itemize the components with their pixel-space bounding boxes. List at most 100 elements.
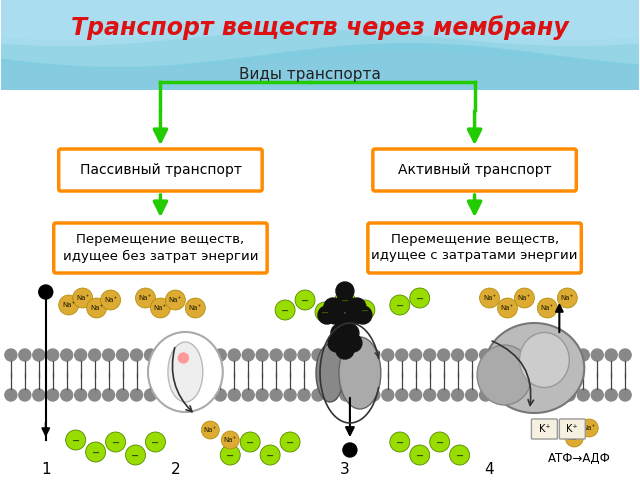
Circle shape (200, 349, 212, 361)
Circle shape (619, 389, 631, 401)
Ellipse shape (477, 345, 532, 405)
Circle shape (515, 288, 534, 308)
Circle shape (336, 294, 354, 312)
Circle shape (214, 389, 227, 401)
Circle shape (66, 430, 86, 450)
Circle shape (75, 349, 86, 361)
Text: −: − (396, 438, 404, 448)
Circle shape (284, 349, 296, 361)
Circle shape (326, 389, 338, 401)
Circle shape (145, 389, 156, 401)
Circle shape (335, 290, 355, 310)
Text: −: − (301, 296, 309, 306)
Text: Na⁺: Na⁺ (582, 425, 596, 431)
Circle shape (331, 324, 349, 342)
Circle shape (136, 288, 156, 308)
Circle shape (577, 389, 589, 401)
Text: Na⁺: Na⁺ (568, 435, 581, 441)
Circle shape (396, 389, 408, 401)
Circle shape (298, 389, 310, 401)
Circle shape (88, 349, 100, 361)
Circle shape (497, 298, 518, 318)
Text: Виды транспорта: Виды транспорта (239, 68, 381, 83)
Circle shape (493, 389, 506, 401)
Text: Na⁺: Na⁺ (204, 427, 217, 433)
Circle shape (563, 349, 575, 361)
Circle shape (19, 389, 31, 401)
Text: −: − (266, 451, 274, 461)
Text: −: − (152, 438, 159, 448)
Circle shape (466, 389, 477, 401)
Circle shape (221, 431, 239, 449)
Text: Na⁺: Na⁺ (483, 295, 496, 301)
Text: Na⁺: Na⁺ (223, 437, 237, 443)
Circle shape (102, 389, 115, 401)
Circle shape (275, 300, 295, 320)
Circle shape (538, 298, 557, 318)
Circle shape (312, 349, 324, 361)
Text: Пассивный транспорт: Пассивный транспорт (79, 163, 241, 177)
Circle shape (336, 341, 354, 359)
Circle shape (165, 290, 186, 310)
Ellipse shape (520, 333, 570, 387)
Circle shape (591, 389, 604, 401)
Circle shape (390, 432, 410, 452)
Circle shape (326, 306, 344, 324)
Circle shape (348, 298, 366, 316)
Text: Na⁺: Na⁺ (104, 297, 117, 303)
Circle shape (479, 389, 492, 401)
Circle shape (179, 353, 188, 363)
Text: Na⁺: Na⁺ (90, 305, 103, 311)
Circle shape (536, 389, 547, 401)
Circle shape (410, 445, 429, 465)
Circle shape (145, 432, 165, 452)
Circle shape (102, 349, 115, 361)
Circle shape (202, 421, 220, 439)
Circle shape (382, 349, 394, 361)
Text: −: − (361, 306, 369, 316)
Circle shape (61, 389, 73, 401)
Text: Na⁺: Na⁺ (518, 295, 531, 301)
Text: Na⁺: Na⁺ (169, 297, 182, 303)
Circle shape (159, 349, 170, 361)
Circle shape (549, 349, 561, 361)
Circle shape (315, 302, 335, 322)
Text: Na⁺: Na⁺ (541, 305, 554, 311)
Text: Перемещение веществ,
идущее без затрат энергии: Перемещение веществ, идущее без затрат э… (63, 233, 258, 263)
Circle shape (200, 389, 212, 401)
Circle shape (354, 306, 372, 324)
Circle shape (298, 349, 310, 361)
Circle shape (186, 349, 198, 361)
Circle shape (324, 298, 342, 316)
Circle shape (563, 389, 575, 401)
Text: −: − (281, 306, 289, 316)
Text: −: − (92, 448, 100, 458)
Circle shape (424, 389, 436, 401)
Circle shape (396, 349, 408, 361)
Ellipse shape (316, 344, 344, 402)
Circle shape (341, 324, 359, 342)
Ellipse shape (339, 337, 381, 409)
Text: K⁺: K⁺ (566, 424, 578, 434)
Circle shape (591, 349, 604, 361)
Circle shape (438, 349, 450, 361)
Circle shape (100, 290, 120, 310)
Circle shape (346, 306, 364, 324)
Text: Активный транспорт: Активный транспорт (398, 163, 552, 177)
Circle shape (493, 349, 506, 361)
Text: Na⁺: Na⁺ (561, 295, 574, 301)
FancyBboxPatch shape (59, 149, 262, 191)
Circle shape (75, 389, 86, 401)
Circle shape (125, 445, 145, 465)
FancyBboxPatch shape (559, 419, 585, 439)
Circle shape (328, 334, 346, 352)
Text: 2: 2 (171, 463, 180, 478)
Circle shape (438, 389, 450, 401)
Circle shape (340, 389, 352, 401)
Circle shape (355, 300, 375, 320)
Ellipse shape (168, 342, 203, 402)
Circle shape (172, 389, 184, 401)
FancyBboxPatch shape (531, 419, 557, 439)
Circle shape (410, 288, 429, 308)
Circle shape (260, 445, 280, 465)
